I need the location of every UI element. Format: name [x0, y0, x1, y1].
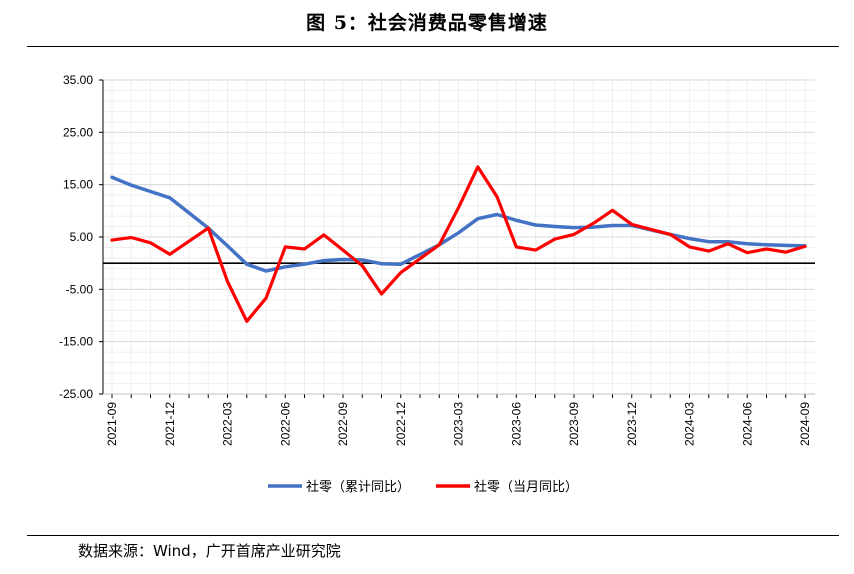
top-divider [27, 46, 839, 47]
x-tick-label: 2024-03 [683, 402, 697, 446]
x-tick-label: 2023-09 [567, 402, 581, 446]
series-lines [110, 165, 807, 323]
y-tick-label: 15.00 [63, 178, 93, 192]
x-tick-label: 2022-06 [278, 402, 292, 446]
legend-label: 社零（当月同比） [474, 479, 578, 495]
bottom-divider [27, 535, 839, 536]
x-tick-label: 2023-06 [509, 402, 523, 446]
grid-lines [103, 79, 815, 395]
y-tick-label: -15.00 [59, 335, 93, 349]
x-tick-label: 2022-03 [221, 402, 235, 446]
x-tick-label: 2024-06 [740, 402, 754, 446]
y-tick-label: -5.00 [66, 282, 94, 296]
y-tick-label: 25.00 [63, 125, 93, 139]
x-tick-label: 2021-12 [163, 402, 177, 446]
legend-label: 社零（累计同比） [306, 479, 410, 495]
x-tick-label: 2023-03 [452, 402, 466, 446]
x-tick-label: 2022-12 [394, 402, 408, 446]
y-tick-label: 5.00 [70, 230, 94, 244]
x-tick-label: 2022-09 [336, 402, 350, 446]
y-tick-label: 35.00 [63, 73, 93, 87]
y-tick-label: -25.00 [59, 387, 93, 401]
legend: 社零（累计同比） 社零（当月同比） [268, 479, 578, 495]
source-note: 数据来源：Wind，广开首席产业研究院 [78, 542, 341, 560]
axes: 35.00 25.00 15.00 5.00 -5.00 -15.00 -25.00 2021… [59, 73, 815, 446]
series-line-2 [110, 165, 807, 323]
x-tick-label: 2021-09 [105, 402, 119, 446]
series-line-1 [110, 175, 807, 273]
chart-title: 图 5：社会消费品零售增速 [306, 12, 548, 34]
x-tick-label: 2023-12 [625, 402, 639, 446]
x-tick-label: 2024-09 [798, 402, 812, 446]
